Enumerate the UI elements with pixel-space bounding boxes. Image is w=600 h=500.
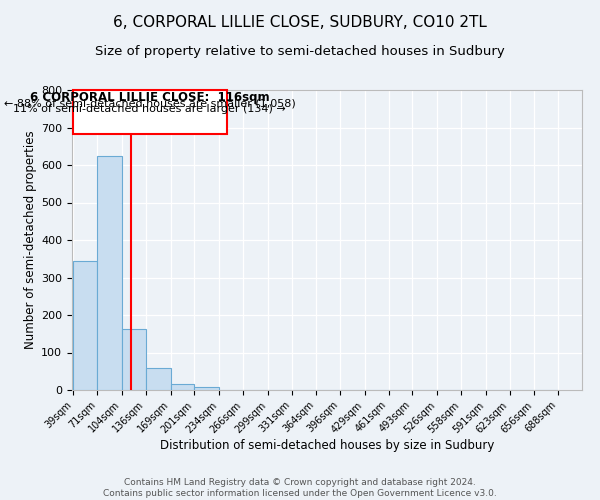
Text: 6 CORPORAL LILLIE CLOSE:  116sqm: 6 CORPORAL LILLIE CLOSE: 116sqm [30,92,269,104]
X-axis label: Distribution of semi-detached houses by size in Sudbury: Distribution of semi-detached houses by … [160,439,494,452]
Text: Contains HM Land Registry data © Crown copyright and database right 2024.
Contai: Contains HM Land Registry data © Crown c… [103,478,497,498]
Text: 11% of semi-detached houses are larger (134) →: 11% of semi-detached houses are larger (… [13,104,286,115]
Y-axis label: Number of semi-detached properties: Number of semi-detached properties [24,130,37,350]
Bar [170,384,194,390]
Bar [97,156,122,390]
FancyBboxPatch shape [73,90,227,134]
Text: Size of property relative to semi-detached houses in Sudbury: Size of property relative to semi-detach… [95,45,505,58]
Bar [122,329,146,390]
Text: ← 88% of semi-detached houses are smaller (1,058): ← 88% of semi-detached houses are smalle… [4,98,296,108]
Bar [73,262,97,390]
Bar [146,368,170,390]
Bar [194,388,219,390]
Text: 6, CORPORAL LILLIE CLOSE, SUDBURY, CO10 2TL: 6, CORPORAL LILLIE CLOSE, SUDBURY, CO10 … [113,15,487,30]
